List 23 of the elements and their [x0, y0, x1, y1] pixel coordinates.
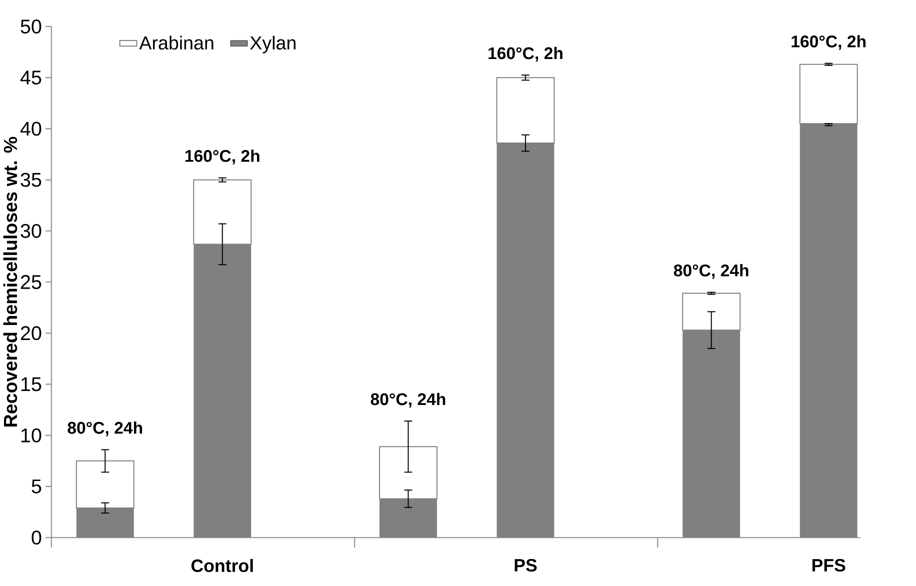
y-tick-label: 50: [20, 19, 42, 34]
y-tick-label: 40: [20, 122, 42, 136]
y-tick-label: 10: [21, 428, 42, 442]
y-tick-label: 35: [20, 172, 42, 187]
y-tick-label: 45: [20, 70, 42, 84]
legend-label: Xylan: [250, 36, 296, 54]
annotation: 80°C, 24h: [674, 264, 748, 279]
x-tick-label: PFS: [812, 558, 846, 572]
y-tick-label: 30: [20, 224, 42, 238]
x-tick-label: PS: [514, 558, 537, 572]
y-tick-label: 25: [20, 274, 42, 289]
y-tick-label: 0: [32, 530, 42, 544]
x-tick-label: Control: [191, 558, 253, 572]
annotation: 80°C, 24h: [370, 392, 446, 408]
y-axis-title: Recovered hemicelluloses wt. %: [3, 136, 18, 426]
annotation: 160°C, 2h: [185, 149, 260, 164]
y-tick-label: 20: [20, 326, 42, 340]
legend-label: Arabinan: [139, 36, 214, 50]
y-tick-label: 5: [32, 479, 42, 494]
y-tick-label: 15: [21, 377, 42, 392]
annotation: 160°C, 2h: [488, 46, 562, 62]
annotation: 160°C, 2h: [792, 34, 866, 50]
annotation: 80°C, 24h: [68, 421, 142, 436]
